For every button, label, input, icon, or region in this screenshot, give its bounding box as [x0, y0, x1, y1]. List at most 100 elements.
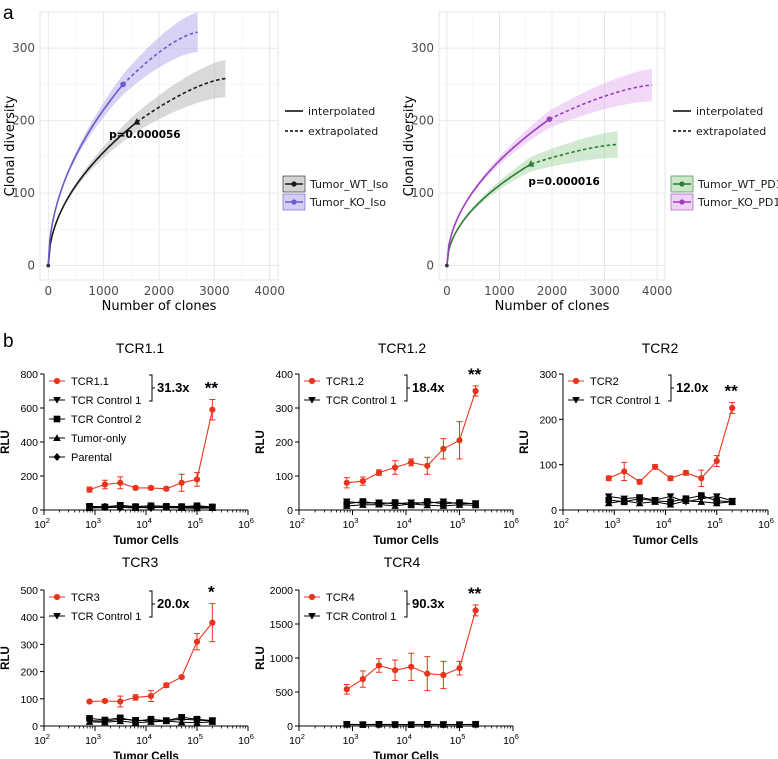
y-tick-label: 1500 [270, 619, 294, 631]
data-point-TCR1.1 [117, 479, 124, 486]
legend-marker [308, 613, 316, 620]
y-tick-label: 100 [12, 186, 35, 200]
x-tick-label: 1000 [88, 284, 119, 298]
x-tick-exponent: 6 [515, 516, 519, 525]
x-tick-label: 106 [758, 516, 774, 531]
x-tick-exponent: 4 [148, 516, 152, 525]
data-point-TCR4 [391, 667, 399, 674]
x-axis-title: Tumor Cells [633, 535, 699, 547]
data-point-Parental [86, 503, 94, 512]
data-point-TCR Control 1c [620, 497, 628, 504]
data-point-TCR Control 1b [359, 721, 367, 728]
data-point-TCR4 [375, 662, 383, 669]
data-point-TCR Control 1c [147, 718, 155, 725]
data-point-TCR Control 1b [456, 721, 463, 728]
x-tick-exponent: 5 [199, 732, 203, 741]
data-point-TCR2 [605, 475, 612, 482]
rarefaction-chart-rare_iso: 0 1000 2000 3000 4000 0 100 200 300 Number of clo… [3, 11, 389, 314]
data-point-TCR2 [698, 475, 705, 482]
x-tick-exponent: 3 [354, 516, 358, 525]
fold-change-bracket [149, 374, 155, 402]
chart-title: TCR1.2 [378, 340, 426, 356]
data-point-TCR Control 1c [712, 499, 721, 507]
legend-label: TCR4 [326, 592, 355, 604]
data-point-TCR Control 1c [101, 718, 109, 726]
data-point-TCR4 [408, 663, 415, 670]
x-tick-exponent: 5 [199, 516, 203, 525]
x-tick-exponent: 3 [97, 516, 101, 525]
x-tick-label: 102 [553, 516, 569, 531]
x-axis-title: Tumor Cells [373, 751, 439, 759]
data-point-TCR2 [682, 469, 689, 476]
legend-label-Tumor_WT_Iso: Tumor_WT_Iso [309, 178, 389, 191]
origin-point [46, 263, 51, 268]
data-point-TCR4 [343, 686, 350, 693]
luciferase-chart-tcr1_2: TCR1.2 0 100 200 300 400 102 103 104 105 106 Tumor … [255, 340, 519, 547]
data-point-TCR3 [209, 619, 216, 626]
legend-label: TCR Control 1 [71, 395, 141, 407]
data-point-TCR4 [424, 670, 431, 677]
significance-stars: ** [468, 584, 482, 603]
legend-label: TCR1.1 [71, 376, 109, 388]
x-tick-exponent: 6 [770, 516, 774, 525]
x-tick-label: 103 [85, 516, 101, 531]
data-point-TCR1.2 [391, 464, 399, 471]
chart-title: TCR1.1 [116, 340, 164, 356]
data-point-TCR Control 1b [178, 713, 185, 721]
data-point-TCR3 [193, 638, 201, 645]
data-point-Parental [116, 503, 124, 512]
observed-point-marker [133, 118, 141, 125]
x-axis-title: Tumor Cells [113, 535, 179, 547]
y-tick-label: 200 [539, 414, 557, 426]
x-tick-label: 1000 [484, 284, 515, 298]
legend-marker [572, 377, 580, 385]
luciferase-chart-tcr3: TCR3 0 100 200 300 400 500 102 103 104 105 106 Tumor… [0, 554, 254, 759]
data-point-TCR Control 1b [440, 721, 447, 728]
x-tick-exponent: 2 [301, 516, 305, 525]
x-tick-exponent: 5 [461, 516, 465, 525]
legend-marker [53, 377, 61, 385]
x-tick-label: 3000 [589, 284, 620, 298]
y-tick-label: 300 [411, 41, 434, 55]
data-point-TCR Control 1c [471, 501, 480, 509]
x-tick-label: 2000 [144, 284, 175, 298]
data-point-TCR4 [456, 665, 463, 672]
legend-marker [53, 593, 61, 601]
legend-label-Tumor_WT_PD1: Tumor_WT_PD1 [697, 178, 778, 191]
extrapolated-line-Tumor_WT_Iso [136, 77, 226, 123]
fold-change-bracket [404, 374, 410, 402]
y-tick-label: 200 [12, 114, 35, 128]
x-tick-label: 102 [34, 732, 50, 747]
legend-label: TCR Control 1 [71, 611, 141, 623]
legend-marker [572, 397, 580, 404]
data-point-TCR Control 1c [455, 501, 464, 508]
x-tick-exponent: 6 [250, 516, 254, 525]
x-tick-label: 4000 [642, 284, 673, 298]
significance-stars: ** [205, 379, 219, 398]
data-point-TCR Control 1c [407, 500, 415, 507]
x-tick-exponent: 4 [148, 732, 152, 741]
data-point-TCR Control 1c [342, 502, 351, 509]
fold-change-bracket [149, 590, 155, 618]
y-axis-title: RLU [255, 430, 267, 454]
data-point-Parental [162, 502, 170, 511]
x-tick-exponent: 4 [408, 732, 412, 741]
legend-label: TCR Control 1 [326, 611, 396, 623]
legend-label: TCR3 [71, 592, 100, 604]
fold-change-bracket [668, 374, 674, 402]
interpolated-line-Tumor_WT_Iso [47, 121, 138, 266]
data-point-TCR Control 1c [193, 718, 201, 726]
legend-swatch-dot [679, 181, 685, 187]
legend-label: TCR Control 2 [71, 414, 141, 426]
data-point-TCR Control 1b [375, 721, 383, 728]
y-tick-label: 300 [20, 639, 38, 651]
x-tick-label: 106 [238, 732, 254, 747]
data-point-TCR Control 1 [712, 493, 721, 501]
fold-change-bracket [404, 590, 410, 618]
x-tick-exponent: 4 [408, 516, 412, 525]
x-tick-exponent: 2 [301, 732, 305, 741]
y-tick-label: 400 [20, 612, 38, 624]
y-tick-label: 600 [20, 403, 38, 415]
data-point-TCR1.2 [375, 469, 383, 476]
